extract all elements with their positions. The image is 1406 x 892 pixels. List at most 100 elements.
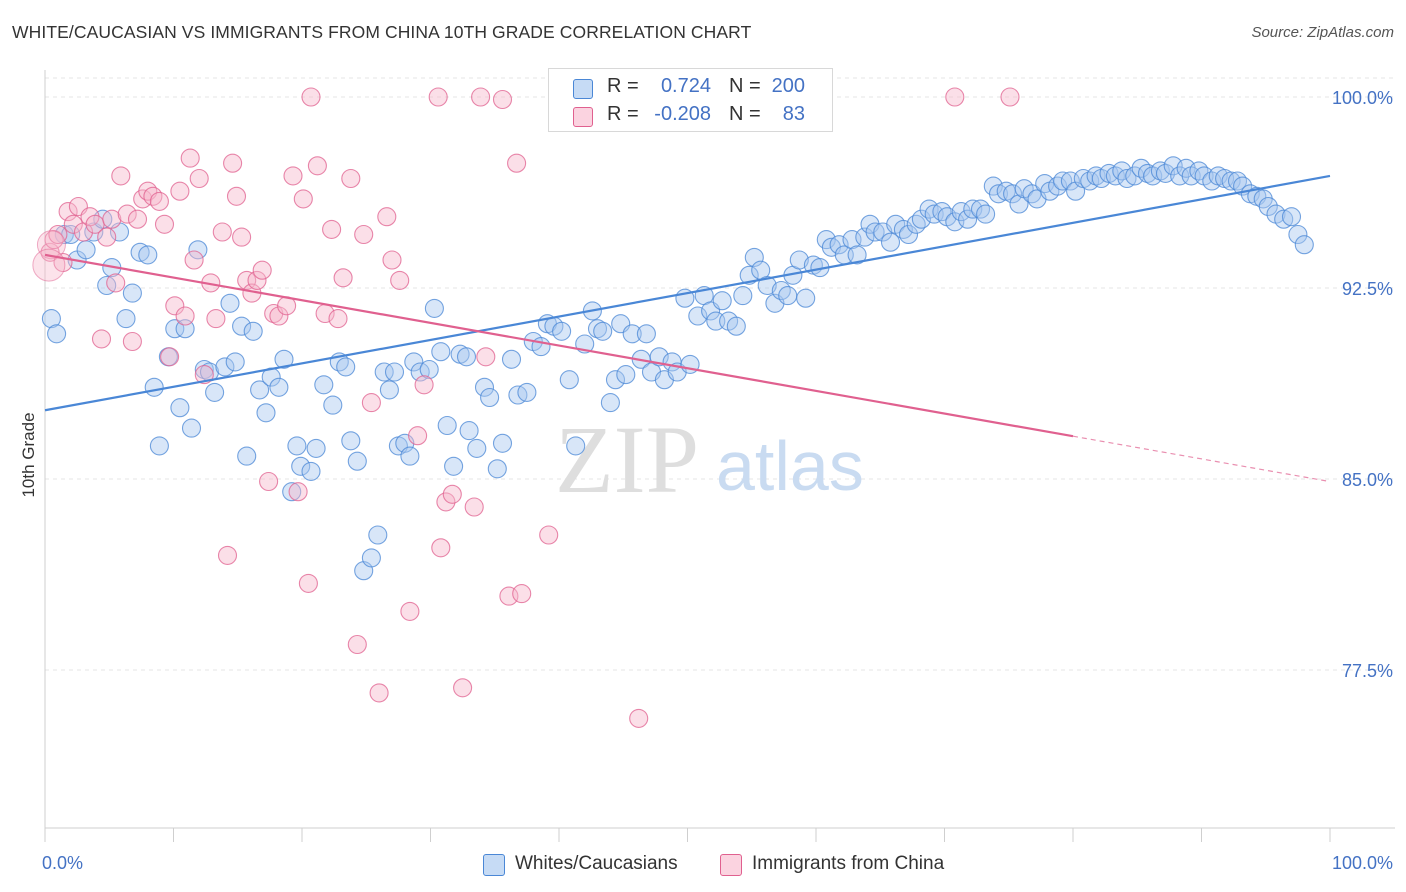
data-point — [223, 153, 243, 173]
legend-label: Immigrants from China — [752, 853, 945, 874]
data-point — [243, 321, 263, 341]
data-point — [796, 288, 816, 308]
data-point — [444, 456, 464, 476]
data-point — [1294, 235, 1314, 255]
data-point — [442, 484, 462, 504]
data-point — [194, 365, 214, 385]
n-value: 83 — [782, 103, 805, 125]
r-label: R = — [607, 103, 639, 125]
data-point — [1131, 158, 1151, 178]
data-point — [688, 306, 708, 326]
data-point — [1281, 207, 1302, 227]
data-point — [301, 461, 321, 481]
data-point — [91, 329, 112, 349]
data-point — [122, 331, 142, 352]
data-point — [237, 446, 257, 466]
data-point — [250, 380, 270, 400]
data-point — [333, 268, 353, 288]
data-point — [361, 548, 381, 568]
data-point — [552, 321, 572, 341]
data-point — [184, 250, 204, 270]
data-point — [205, 382, 225, 402]
data-point — [225, 352, 245, 372]
data-point — [41, 309, 61, 329]
data-point — [847, 245, 867, 265]
trend-lines — [44, 174, 1331, 483]
data-point — [102, 209, 122, 229]
data-point — [361, 393, 381, 413]
source-label: Source: ZipAtlas.com — [1251, 24, 1394, 41]
data-point — [1274, 209, 1294, 229]
data-point — [419, 359, 439, 380]
data-point — [1221, 171, 1241, 191]
data-point — [368, 525, 388, 545]
data-point — [206, 309, 226, 329]
data-point — [301, 87, 321, 107]
data-point — [517, 382, 537, 402]
n-value: 200 — [771, 75, 805, 97]
legend-row-whites: R = 0.724 N = 200 — [549, 73, 832, 103]
data-point — [474, 377, 495, 397]
data-point — [539, 525, 559, 545]
data-point — [322, 219, 342, 239]
data-point — [130, 242, 150, 262]
trend-line-china — [44, 253, 1074, 438]
data-point-cluster — [32, 248, 66, 282]
data-point — [194, 359, 214, 380]
data-point — [306, 438, 326, 458]
x-tick-label: 0.0% — [42, 853, 83, 873]
data-point — [106, 273, 126, 293]
data-point — [1048, 176, 1068, 196]
data-point — [1053, 171, 1073, 191]
data-point — [600, 393, 620, 413]
data-point — [111, 166, 131, 186]
data-point — [170, 181, 190, 201]
data-point — [188, 240, 208, 260]
data-point — [726, 316, 746, 336]
data-point — [636, 324, 656, 344]
data-point — [336, 357, 356, 377]
data-point — [1105, 166, 1125, 186]
data-point — [369, 683, 389, 703]
data-point — [293, 189, 313, 209]
data-point — [512, 584, 532, 604]
data-point — [247, 270, 267, 290]
r-value: -0.208 — [654, 103, 711, 125]
data-point — [629, 708, 649, 728]
data-point — [865, 222, 885, 242]
data-point — [298, 573, 318, 593]
data-point — [649, 347, 669, 367]
data-point — [288, 482, 308, 502]
y-tick-label: 92.5% — [1342, 279, 1393, 299]
data-point — [1227, 171, 1248, 191]
data-point — [424, 298, 444, 318]
data-point — [127, 209, 148, 229]
data-point — [149, 436, 169, 456]
data-point — [256, 403, 276, 423]
y-axis-label: 10th Grade — [19, 412, 38, 497]
data-point — [347, 451, 367, 471]
data-point — [165, 296, 185, 316]
data-point — [314, 375, 334, 395]
data-point — [733, 286, 753, 306]
data-point — [911, 209, 931, 229]
data-point — [307, 156, 327, 176]
data-point — [906, 214, 926, 234]
data-point — [467, 438, 487, 458]
data-point — [471, 87, 491, 107]
data-point — [771, 280, 791, 301]
data-point — [1003, 184, 1023, 204]
data-point — [269, 306, 289, 326]
data-point — [282, 482, 302, 502]
y-tick-label: 100.0% — [1332, 88, 1393, 108]
data-point — [170, 398, 190, 418]
data-point — [880, 232, 901, 252]
correlation-legend: R = 0.724 N = 200 R = -0.208 N = 83 — [548, 68, 833, 132]
data-point — [274, 349, 294, 369]
data-point — [988, 184, 1009, 204]
data-point — [456, 347, 477, 367]
r-value: 0.724 — [660, 75, 711, 97]
data-point — [408, 426, 428, 446]
scatter-points — [32, 87, 1314, 728]
data-point — [144, 377, 164, 397]
